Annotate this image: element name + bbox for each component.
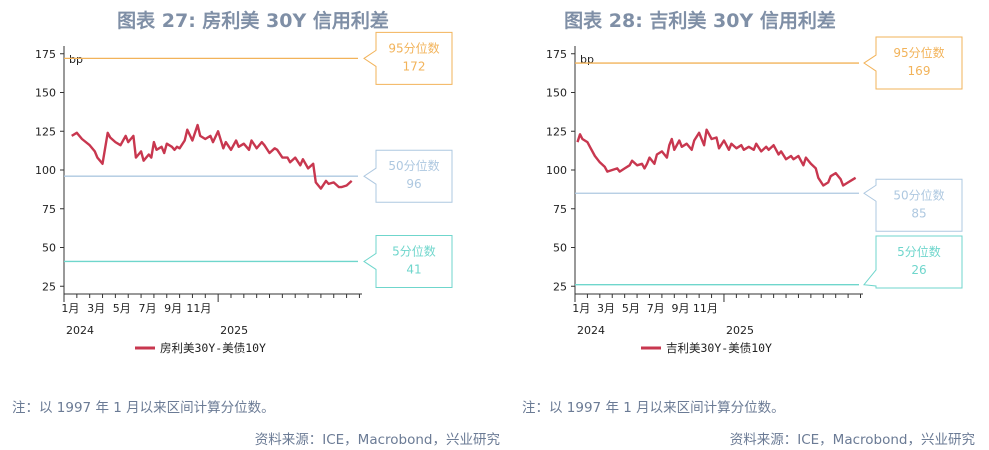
percentile-value: 26: [911, 263, 926, 277]
percentile-callout: [863, 36, 963, 90]
series-line: [576, 128, 857, 187]
year-label: 2025: [220, 324, 248, 337]
footnote: 注：以 1997 年 1 月以来区间计算分位数。: [522, 400, 785, 416]
y-tick-label: 75: [42, 203, 56, 216]
legend-label: 吉利美30Y-美债10Y: [666, 341, 772, 355]
y-tick-label: 50: [42, 242, 56, 255]
x-tick-label: 11月: [693, 302, 718, 315]
percentile-callout: [363, 234, 453, 288]
percentile-label: 5分位数: [897, 244, 941, 259]
percentile-callout: [363, 149, 453, 203]
percentile-value: 169: [908, 64, 931, 78]
percentile-callout: [863, 235, 963, 289]
x-tick-label: 9月: [672, 302, 690, 315]
x-tick-label: 1月: [572, 302, 590, 315]
legend-label: 房利美30Y-美债10Y: [160, 341, 266, 355]
chart-fannie-mae: 图表 27: 房利美 30Y 信用利差 175 150 125 100 75 50 25 bp…: [12, 10, 500, 448]
percentile-label: 95分位数: [388, 40, 439, 55]
x-tick-label: 7月: [647, 302, 665, 315]
y-tick-label: 150: [35, 87, 56, 100]
y-tick-label: 150: [546, 87, 567, 100]
x-tick-label: 9月: [164, 302, 182, 315]
x-tick-label: 1月: [61, 302, 79, 315]
source-text: 资料来源：ICE，Macrobond，兴业研究: [254, 432, 500, 448]
x-tick-label: 3月: [597, 302, 615, 315]
percentile-label: 95分位数: [893, 45, 944, 60]
source-text: 资料来源：ICE，Macrobond，兴业研究: [729, 432, 975, 448]
x-tick-label: 5月: [622, 302, 640, 315]
percentile-value: 41: [406, 262, 421, 276]
y-tick-label: 175: [546, 48, 567, 61]
footnote: 注：以 1997 年 1 月以来区间计算分位数。: [12, 400, 275, 416]
unit-label: bp: [69, 53, 83, 66]
percentile-value: 172: [403, 59, 426, 73]
percentile-callout: [863, 178, 963, 232]
x-tick-label: 5月: [113, 302, 131, 315]
y-tick-label: 50: [553, 242, 567, 255]
percentile-value: 96: [406, 177, 421, 191]
chart-plot: 175 150 125 100 75 50 25 bp 1月 3月 5月 7月 9月 11月 2024 202…: [35, 31, 453, 355]
y-tick-label: 75: [553, 203, 567, 216]
percentile-value: 85: [911, 206, 926, 220]
y-tick-label: 25: [553, 280, 567, 293]
percentile-label: 5分位数: [392, 243, 436, 258]
x-tick-label: 7月: [138, 302, 156, 315]
percentile-label: 50分位数: [388, 158, 439, 173]
chart-ginnie-mae: 图表 28: 吉利美 30Y 信用利差 175 150 125 100 75 50 25 bp…: [510, 0, 989, 450]
chart-title: 图表 27: 房利美 30Y 信用利差: [117, 10, 389, 32]
year-label: 2025: [726, 324, 754, 337]
y-tick-label: 125: [35, 125, 56, 138]
year-label: 2024: [577, 324, 605, 337]
year-label: 2024: [66, 324, 94, 337]
chart-plot: 175 150 125 100 75 50 25 bp 1月 3月 5月 7月 9月 11月 2024 202…: [546, 36, 963, 355]
x-tick-label: 11月: [186, 302, 211, 315]
y-tick-label: 125: [546, 125, 567, 138]
series-line: [71, 123, 353, 190]
y-tick-label: 100: [35, 164, 56, 177]
chart-title: 图表 28: 吉利美 30Y 信用利差: [564, 10, 836, 32]
percentile-callout: [363, 31, 453, 85]
x-tick-label: 3月: [87, 302, 105, 315]
percentile-label: 50分位数: [893, 187, 944, 202]
y-tick-label: 175: [35, 48, 56, 61]
y-tick-label: 25: [42, 280, 56, 293]
unit-label: bp: [580, 53, 594, 66]
y-tick-label: 100: [546, 164, 567, 177]
